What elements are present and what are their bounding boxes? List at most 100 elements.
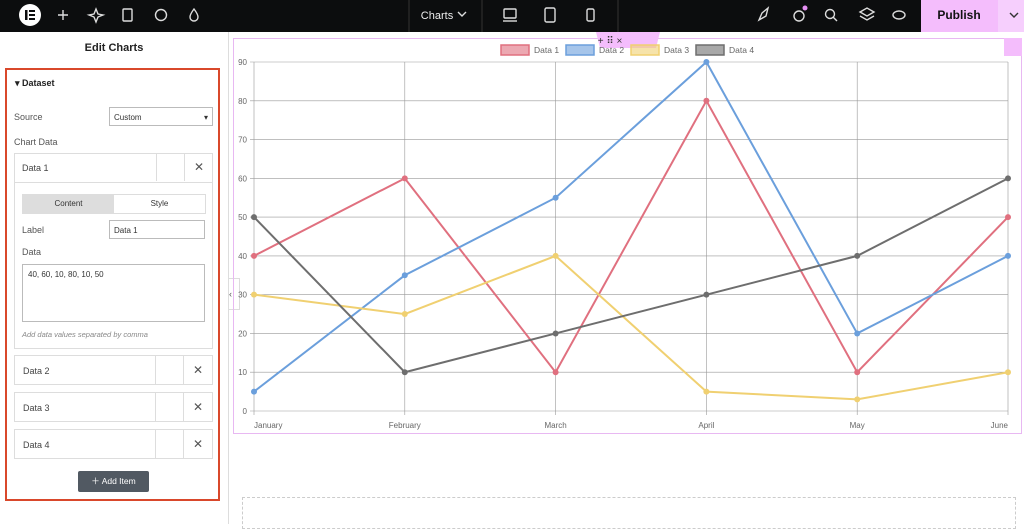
legend-label: Data 3 [664,45,689,55]
panel-title: Edit Charts [84,42,144,54]
point [251,291,257,298]
line [253,98,1009,375]
point [703,59,710,65]
y-tick-label: 10 [238,368,247,377]
remove[interactable]: ✕ [183,393,212,421]
line [253,60,1009,393]
point [854,396,861,403]
section-text: Dataset [22,78,55,88]
point [703,291,710,298]
duplicate[interactable] [155,430,184,458]
x-tick-label: April [698,421,714,430]
label-input[interactable]: Data 1 [109,220,205,239]
tab[interactable]: Content [23,195,114,213]
point [401,175,408,182]
data-value: 40, 60, 10, 80, 10, 50 [28,270,104,279]
line [253,177,1009,374]
duplicate[interactable] [155,393,184,421]
widget-toolbar[interactable] [596,32,660,48]
remove[interactable]: ✕ [184,153,213,181]
legend-label: Data 2 [599,45,624,55]
item-row[interactable]: Data 2 ✕ [14,355,213,385]
drop-area [242,497,1016,529]
x-tick-label: February [389,421,421,430]
point [703,388,710,395]
editor-panel: Edit Charts ▾ Dataset Source Custom ▾ Cha… [0,32,229,524]
add-item-button[interactable]: ＋ Add Item [78,471,149,492]
y-tick-label: 40 [238,252,247,261]
hint: Add data values separated by comma [22,330,148,339]
top-icons: Charts Publish [19,0,1024,32]
y-tick-label: 80 [238,97,247,106]
source-value: Custom [114,113,142,122]
point [552,252,559,259]
source-select[interactable]: Custom ▾ [109,107,213,126]
item-label: Data 2 [23,366,50,376]
y-tick-label: 0 [243,407,248,416]
chart-data-label: Chart Data [14,137,58,147]
remove[interactable]: ✕ [183,430,212,458]
y-tick-label: 90 [238,58,247,67]
x-tick-label: March [544,421,566,430]
item-label: Data 1 [22,163,49,173]
divider [14,182,213,183]
edit-handle[interactable] [1004,38,1022,56]
remove[interactable]: ✕ [183,356,212,384]
add-item-text: Add Item [101,476,136,486]
point [401,369,408,376]
point [251,388,257,395]
point [401,272,408,279]
legend-swatch [695,44,725,56]
tab[interactable]: Style [150,199,169,208]
duplicate[interactable] [155,356,184,384]
label-field: Label [22,225,45,235]
legend-swatch [565,44,595,56]
point [401,311,408,318]
x-tick-label: January [254,421,282,430]
item-row[interactable]: Data 1 ✕ [14,153,213,183]
data-field: Data [22,247,42,257]
legend-swatch [500,44,530,56]
item-row[interactable]: Data 3 ✕ [14,392,213,422]
y-tick-label: 50 [238,213,247,222]
point [703,97,710,104]
section-title[interactable]: ▾ Dataset [15,78,55,88]
data-textarea[interactable]: 40, 60, 10, 80, 10, 50 [22,264,205,322]
chart: + ⠿ × 0 10 20 30 40 50 60 70 80 90 January February… [233,32,1022,434]
x-tick-label: May [850,421,865,430]
point [854,369,861,376]
tabs: Content Style [22,194,206,214]
duplicate[interactable] [156,153,185,181]
legend-label: Data 1 [534,45,559,55]
svg-text:+ ⠿ ×: + ⠿ × [598,36,623,47]
item-label: Data 3 [23,403,50,413]
line [253,254,1009,401]
point [854,252,861,259]
point [854,330,861,337]
y-tick-label: 20 [238,329,247,338]
y-tick-label: 30 [238,291,247,300]
highlight [5,68,220,501]
point [1005,175,1011,182]
label-value: Data 1 [114,226,138,235]
item-row[interactable]: Data 4 ✕ [14,429,213,459]
point [1005,252,1011,259]
point [251,214,257,221]
widget-outline [233,38,1022,434]
top-bar: Charts Publish [0,0,1024,32]
point [1005,369,1011,376]
point [552,369,559,376]
item-label: Data 4 [23,440,50,450]
x-tick-label: June [991,421,1009,430]
publish-button[interactable]: Publish [937,8,980,22]
point [1005,214,1011,221]
y-tick-label: 70 [238,136,247,145]
page-title[interactable]: Charts [421,10,454,22]
source-label: Source [14,112,43,122]
point [552,194,559,201]
y-tick-label: 60 [238,174,247,183]
legend-swatch [630,44,660,56]
point [552,330,559,337]
point [251,252,257,259]
